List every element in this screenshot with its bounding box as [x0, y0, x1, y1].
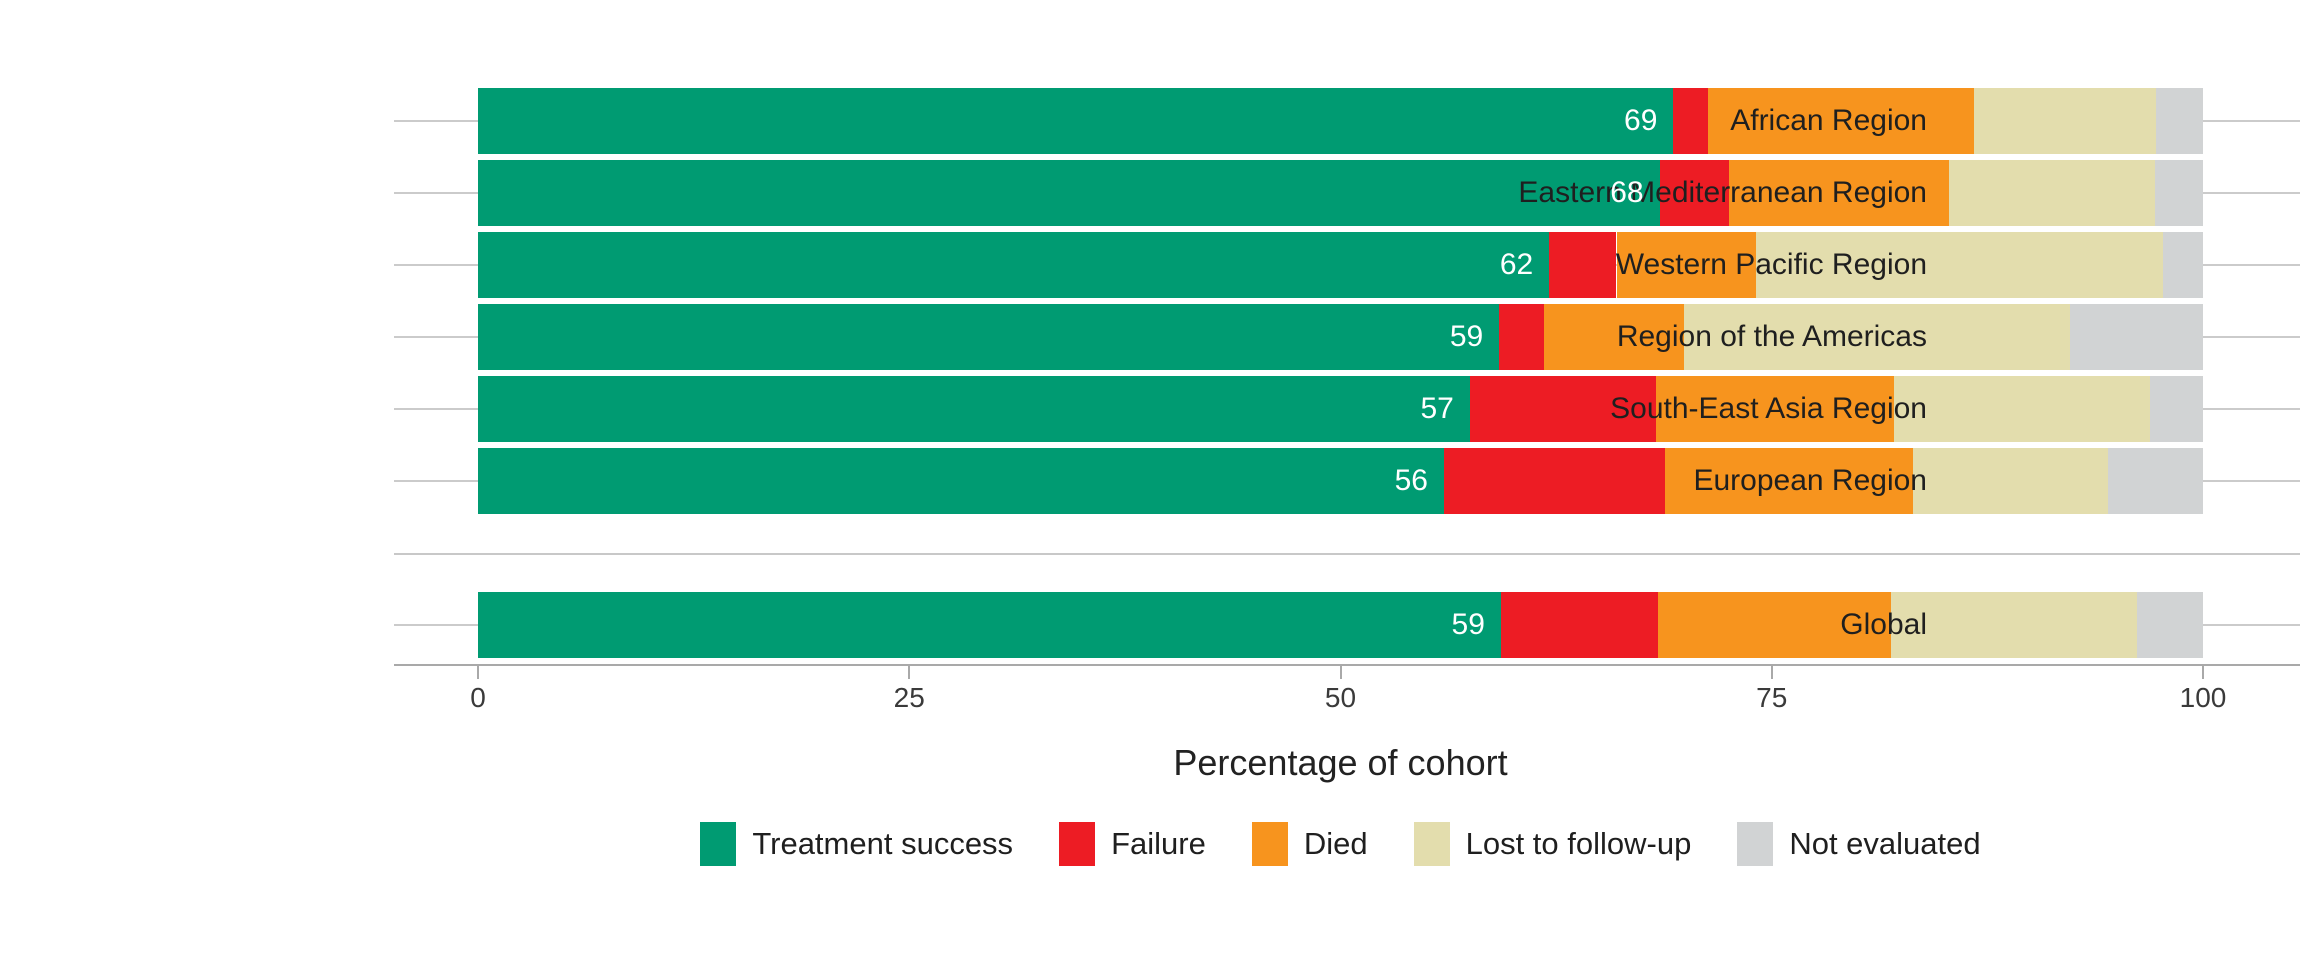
- x-axis-tick: [2202, 666, 2204, 679]
- category-label: Western Pacific Region: [1615, 248, 1927, 281]
- bar-segment: [1616, 232, 1757, 298]
- bar-segment: [1673, 88, 1708, 154]
- x-axis-tick-label: 75: [1756, 682, 1788, 713]
- bar-value-label: 59: [1451, 608, 1485, 641]
- legend-swatch: [1059, 822, 1096, 866]
- bar-segment: [2070, 304, 2203, 370]
- category-label: Global: [1840, 608, 1927, 641]
- bar-segment: [2149, 376, 2203, 442]
- legend-label: Lost to follow-up: [1465, 826, 1692, 861]
- category-label: Region of the Americas: [1616, 320, 1927, 353]
- bar-segment: [1444, 448, 1665, 514]
- bar-value-label: 59: [1449, 320, 1484, 353]
- facet-separator-line: [394, 553, 2300, 555]
- bar-segment: [478, 304, 1500, 370]
- bar-value-label: 57: [1420, 392, 1454, 425]
- legend-swatch: [700, 822, 737, 866]
- bar-segment: [1890, 592, 2138, 658]
- x-axis-title: Percentage of cohort: [1173, 742, 1508, 783]
- x-axis-line: [394, 664, 2300, 666]
- category-label: South-East Asia Region: [1610, 392, 1927, 425]
- bar-segment: [478, 160, 1660, 226]
- bar-segment: [478, 88, 1674, 154]
- x-axis-tick-label: 50: [1324, 682, 1357, 713]
- bar-value-label: 69: [1624, 104, 1658, 137]
- bar-segment: [1756, 232, 2164, 298]
- category-label: African Region: [1730, 104, 1927, 137]
- bar-segment: [478, 592, 1501, 658]
- legend-item: Not evaluated: [1737, 822, 1981, 866]
- legend-swatch: [1251, 822, 1288, 866]
- x-axis-tick: [1770, 666, 1773, 679]
- legend-item: Died: [1251, 822, 1368, 866]
- legend-swatch: [1413, 822, 1450, 866]
- legend-label: Treatment success: [752, 826, 1014, 861]
- bar-segment: [1499, 304, 1545, 370]
- bar-segment: [1949, 160, 2155, 226]
- category-label: European Region: [1693, 464, 1927, 497]
- bar-segment: [1659, 160, 1729, 226]
- x-axis-tick-label: 100: [2179, 682, 2227, 713]
- bar-segment: [478, 376, 1470, 442]
- bar-segment: [1549, 232, 1617, 298]
- legend-swatch: [1737, 822, 1774, 866]
- x-axis-tick-label: 0: [470, 682, 486, 713]
- bar-segment: [1728, 160, 1950, 226]
- bar-value-label: 68: [1610, 176, 1644, 209]
- bar-segment: [2154, 160, 2203, 226]
- x-axis-tick-label: 25: [893, 682, 925, 713]
- legend-item: Lost to follow-up: [1413, 822, 1692, 866]
- bar-segment: [2163, 232, 2203, 298]
- bar-segment: [2108, 448, 2203, 514]
- bar-segment: [1469, 376, 1657, 442]
- x-axis-tick: [477, 666, 479, 679]
- legend-label: Not evaluated: [1789, 826, 1981, 861]
- x-axis-tick: [1339, 666, 1342, 679]
- bar-segment: [478, 232, 1550, 298]
- legend-item: Failure: [1059, 822, 1206, 866]
- bar-value-label: 56: [1394, 464, 1428, 497]
- bar-segment: [1656, 376, 1895, 442]
- bar-segment: [1707, 88, 1974, 154]
- bar-segment: [1894, 376, 2150, 442]
- bar-segment: [1913, 448, 2109, 514]
- x-axis-tick: [908, 666, 911, 679]
- legend-label: Failure: [1111, 826, 1206, 861]
- bar-segment: [1657, 592, 1891, 658]
- x-axis-title-wrap: Percentage of cohort: [377, 742, 2304, 784]
- bar-segment: [1544, 304, 1684, 370]
- legend: Treatment success Failure Died Lost to foll…: [377, 822, 2304, 866]
- bar-value-label: 62: [1499, 248, 1534, 281]
- bar-segment: [478, 448, 1444, 514]
- legend-item: Treatment success: [700, 822, 1013, 866]
- bar-segment: [1683, 304, 2071, 370]
- bar-segment: [2137, 592, 2203, 658]
- bar-segment: [2156, 88, 2203, 154]
- bar-segment: [1500, 592, 1658, 658]
- bar-segment: [1973, 88, 2157, 154]
- legend-label: Died: [1303, 826, 1368, 861]
- bar-segment: [1664, 448, 1914, 514]
- category-label: Eastern Mediterranean Region: [1518, 176, 1927, 209]
